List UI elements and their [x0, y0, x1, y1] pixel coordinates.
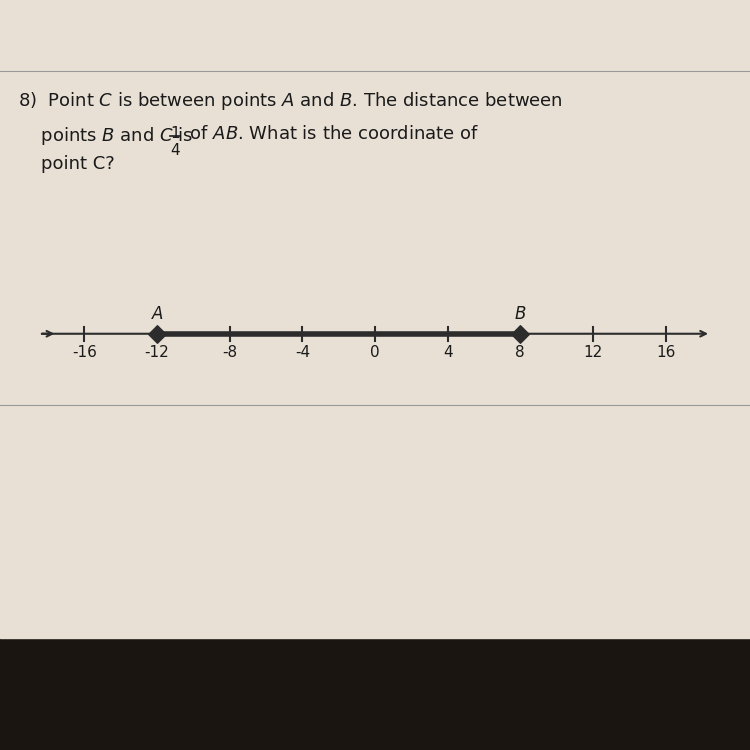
- Text: -12: -12: [145, 345, 170, 360]
- Text: 1: 1: [170, 126, 180, 141]
- Text: -8: -8: [222, 345, 237, 360]
- Point: [151, 328, 163, 340]
- Text: of $AB$. What is the coordinate of: of $AB$. What is the coordinate of: [184, 125, 479, 143]
- Text: 8: 8: [515, 345, 525, 360]
- Text: 8)  Point $C$ is between points $A$ and $B$. The distance between: 8) Point $C$ is between points $A$ and $…: [18, 90, 562, 112]
- Point: [514, 328, 526, 340]
- Text: 12: 12: [584, 345, 602, 360]
- Text: 16: 16: [656, 345, 675, 360]
- Text: points $B$ and $C$ is: points $B$ and $C$ is: [18, 125, 194, 147]
- Text: 0: 0: [370, 345, 380, 360]
- Text: 4: 4: [170, 143, 180, 158]
- Text: B: B: [514, 304, 526, 322]
- Text: point C?: point C?: [18, 155, 115, 173]
- Text: -4: -4: [295, 345, 310, 360]
- Text: 4: 4: [442, 345, 452, 360]
- Text: A: A: [152, 304, 163, 322]
- Text: -16: -16: [72, 345, 97, 360]
